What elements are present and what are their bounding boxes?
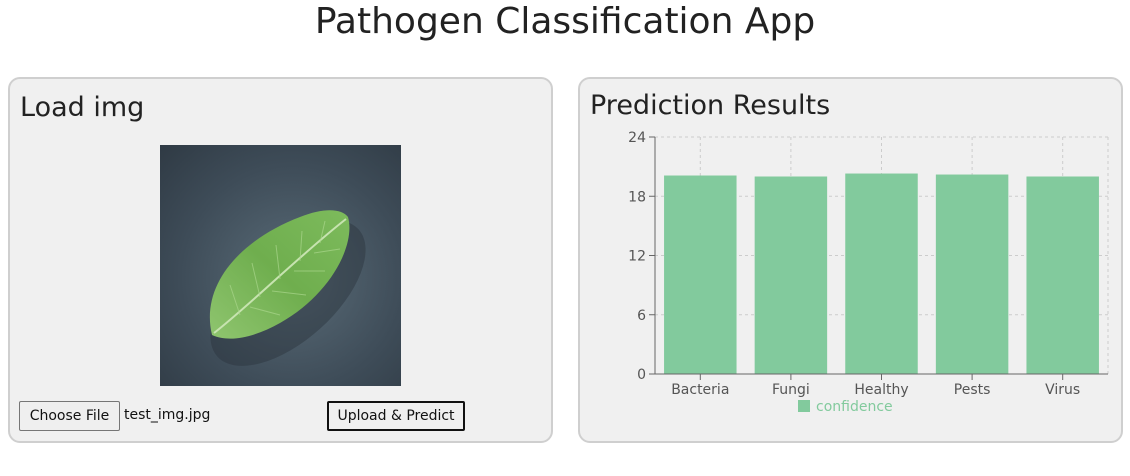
load-image-panel: Load img Choose File test_img.jpg Upload… [8, 77, 553, 443]
image-preview [160, 145, 401, 386]
results-panel-title: Prediction Results [590, 90, 831, 121]
upload-predict-button[interactable]: Upload & Predict [327, 401, 465, 431]
legend-label: confidence [816, 399, 893, 415]
legend-swatch [798, 400, 810, 412]
load-panel-title: Load img [20, 92, 145, 123]
x-tick-label-fungi: Fungi [772, 382, 810, 398]
y-tick-label: 24 [628, 130, 646, 146]
bar-fungi [754, 176, 828, 374]
y-tick-label: 0 [637, 367, 646, 383]
choose-file-button[interactable]: Choose File [19, 401, 120, 431]
bar-pests [935, 174, 1009, 374]
x-tick-label-pests: Pests [954, 382, 991, 398]
y-tick-label: 18 [628, 189, 646, 205]
leaf-image [209, 210, 366, 366]
x-tick-label-bacteria: Bacteria [671, 382, 729, 398]
chart-svg: 0 6 12 18 24 Bacteria Fungi Healthy Pests Virus co… [628, 130, 1109, 415]
app-title: Pathogen Classification App [314, 1, 816, 42]
y-tick-label: 12 [628, 249, 646, 265]
bar-virus [1026, 176, 1099, 374]
prediction-results-panel: Prediction Results 0 6 12 18 24 Bacteria Fungi… [578, 77, 1123, 443]
x-tick-label-virus: Virus [1045, 382, 1080, 398]
selected-file-name: test_img.jpg [124, 407, 211, 423]
y-tick-label: 6 [637, 308, 646, 324]
bar-bacteria [664, 175, 737, 374]
confidence-bar-chart: 0 6 12 18 24 Bacteria Fungi Healthy Pests Virus co… [580, 123, 1121, 433]
bar-healthy [845, 173, 918, 374]
x-tick-label-healthy: Healthy [854, 382, 908, 398]
